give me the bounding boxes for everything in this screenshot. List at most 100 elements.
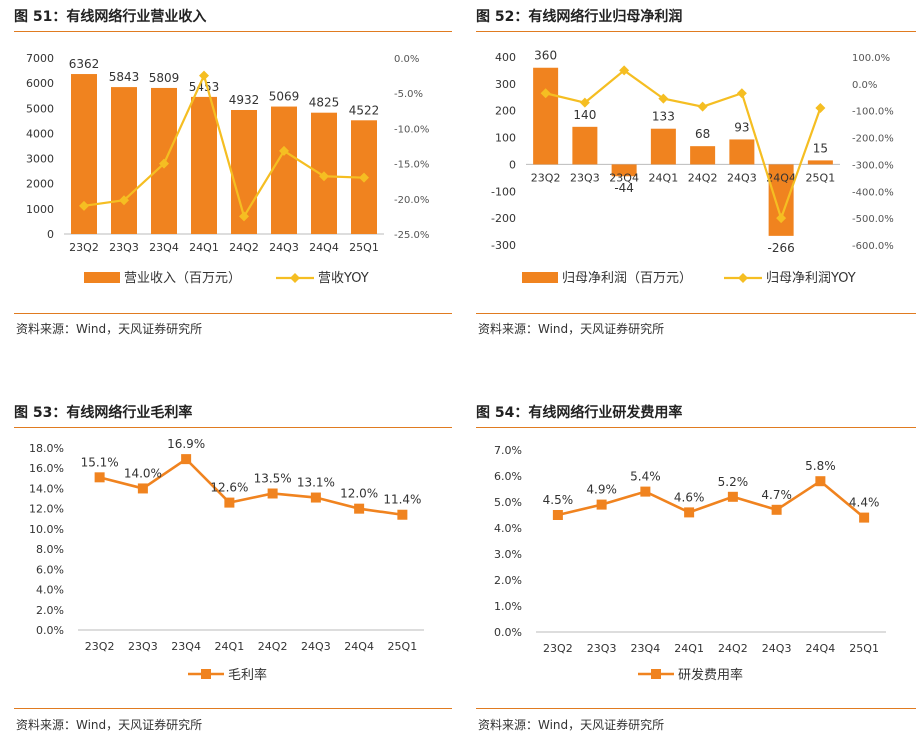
data-label: 15 xyxy=(813,141,828,155)
yoy-point xyxy=(119,195,129,206)
chart-title: 图 52：有线网络行业归母净利润 xyxy=(476,9,683,25)
rate-point xyxy=(596,499,607,510)
data-label: 4.5% xyxy=(543,493,574,507)
legend-label: 营业收入（百万元） xyxy=(124,271,241,286)
y-tick-label: 16.0% xyxy=(29,462,64,475)
yoy-line xyxy=(545,69,822,222)
data-label: 4825 xyxy=(309,96,340,110)
x-tick-label: 24Q2 xyxy=(718,642,748,655)
y-tick-label: 400 xyxy=(495,51,516,64)
source-note: 资料来源：Wind，天风证券研究所 xyxy=(16,718,203,732)
x-tick-label: 24Q3 xyxy=(301,640,331,653)
revenue-chart: 7000 6000 5000 4000 3000 2000 1000 0 0.0% -5.0% -1… xyxy=(26,52,429,286)
yoy-point xyxy=(279,145,289,156)
legend-swatch-bar xyxy=(84,272,120,283)
data-label: 15.1% xyxy=(81,455,119,469)
y-tick-label: 2000 xyxy=(26,178,54,191)
y-tick-label: -200 xyxy=(491,212,516,225)
y-tick-label: 1.0% xyxy=(494,600,522,613)
y-tick-label: 7.0% xyxy=(494,444,522,457)
data-label: 5.2% xyxy=(718,475,749,489)
y-tick-label: 18.0% xyxy=(29,442,64,455)
bar xyxy=(191,96,217,234)
bar xyxy=(807,160,833,165)
y-tick-label: 3000 xyxy=(26,153,54,166)
rate-point xyxy=(224,497,235,508)
x-tick-label: 24Q2 xyxy=(258,640,288,653)
data-label: 4.9% xyxy=(586,483,617,497)
y-tick-label: 0.0% xyxy=(494,626,522,639)
data-label: 133 xyxy=(652,110,675,124)
legend-label: 毛利率 xyxy=(228,667,267,683)
y2-tick-label: 100.0% xyxy=(852,53,890,64)
y-tick-label: -300 xyxy=(491,239,516,252)
data-label: -44 xyxy=(614,181,634,195)
y-tick-label: 2.0% xyxy=(36,604,64,617)
y-tick-label: 10.0% xyxy=(29,523,64,536)
source-rule xyxy=(14,708,452,709)
bar xyxy=(768,164,794,236)
legend-swatch-bar xyxy=(522,272,558,283)
bar xyxy=(650,128,676,165)
y-tick-label: 200 xyxy=(495,105,516,118)
x-tick-label: 23Q2 xyxy=(85,640,115,653)
x-tick-label: 23Q4 xyxy=(631,642,661,655)
x-tick-label: 23Q3 xyxy=(109,241,139,254)
y2-tick-label: -5.0% xyxy=(394,89,423,100)
y-tick-label: 12.0% xyxy=(29,503,64,516)
y-tick-label: 0.0% xyxy=(36,624,64,637)
legend-label: 归母净利润YOY xyxy=(766,271,856,286)
data-label: 140 xyxy=(573,108,596,122)
y-tick-label: 2.0% xyxy=(494,574,522,587)
yoy-point xyxy=(776,213,787,224)
data-label: 5843 xyxy=(109,70,140,84)
yoy-point xyxy=(239,211,249,222)
rate-point xyxy=(397,509,408,520)
source-note: 资料来源：Wind，天风证券研究所 xyxy=(478,322,665,336)
legend-marker xyxy=(738,273,748,283)
source-note: 资料来源：Wind，天风证券研究所 xyxy=(478,718,665,732)
y-tick-label: 5.0% xyxy=(494,496,522,509)
yoy-line xyxy=(83,72,365,220)
x-tick-label: 24Q2 xyxy=(688,171,718,184)
rate-point xyxy=(815,476,826,487)
y-tick-label: 5000 xyxy=(26,102,54,115)
y2-tick-label: 0.0% xyxy=(394,54,419,65)
yoy-point xyxy=(815,103,826,114)
data-label: 5.8% xyxy=(805,459,836,473)
data-label: 6362 xyxy=(69,57,100,71)
x-tick-label: 24Q3 xyxy=(762,642,792,655)
x-tick-label: 24Q1 xyxy=(215,640,245,653)
legend-label: 研发费用率 xyxy=(678,667,743,683)
panel-rd-ratio: 图 54：有线网络行业研发费用率 7.0% 6.0% 5.0% 4.0% 3.0% 2.0… xyxy=(476,396,916,737)
y2-tick-label: -15.0% xyxy=(394,160,429,171)
rate-point xyxy=(137,483,148,494)
chart-title: 图 51：有线网络行业营业收入 xyxy=(14,9,207,25)
x-tick-label: 23Q3 xyxy=(570,171,600,184)
panel-gross-margin: 图 53：有线网络行业毛利率 18.0% 16.0% 14.0% 12.0% 10.0%… xyxy=(14,396,452,737)
rate-point xyxy=(640,486,651,497)
y2-tick-label: -400.0% xyxy=(852,187,894,198)
rate-point xyxy=(181,454,192,465)
y2-tick-label: -200.0% xyxy=(852,134,894,145)
legend-marker xyxy=(290,273,300,283)
data-label: 4932 xyxy=(229,93,260,107)
x-tick-label: 24Q4 xyxy=(766,171,796,184)
x-tick-label: 24Q2 xyxy=(229,241,259,254)
y-tick-label: -100 xyxy=(491,185,516,198)
y-tick-label: 4.0% xyxy=(36,584,64,597)
data-label: -266 xyxy=(768,241,795,255)
x-tick-label: 24Q1 xyxy=(649,171,679,184)
panel-net-profit: 图 52：有线网络行业归母净利润 400 300 200 100 0 -100 -200 -3… xyxy=(476,0,916,346)
yoy-point xyxy=(319,171,329,182)
rate-point xyxy=(310,492,321,503)
y-tick-label: 0 xyxy=(47,228,54,241)
y-tick-label: 7000 xyxy=(26,52,54,65)
title-rule xyxy=(476,31,916,32)
y-tick-label: 4.0% xyxy=(494,522,522,535)
rate-line xyxy=(557,479,865,519)
y-tick-label: 300 xyxy=(495,78,516,91)
y-tick-label: 100 xyxy=(495,132,516,145)
source-rule xyxy=(14,313,452,314)
data-label: 93 xyxy=(734,120,749,134)
